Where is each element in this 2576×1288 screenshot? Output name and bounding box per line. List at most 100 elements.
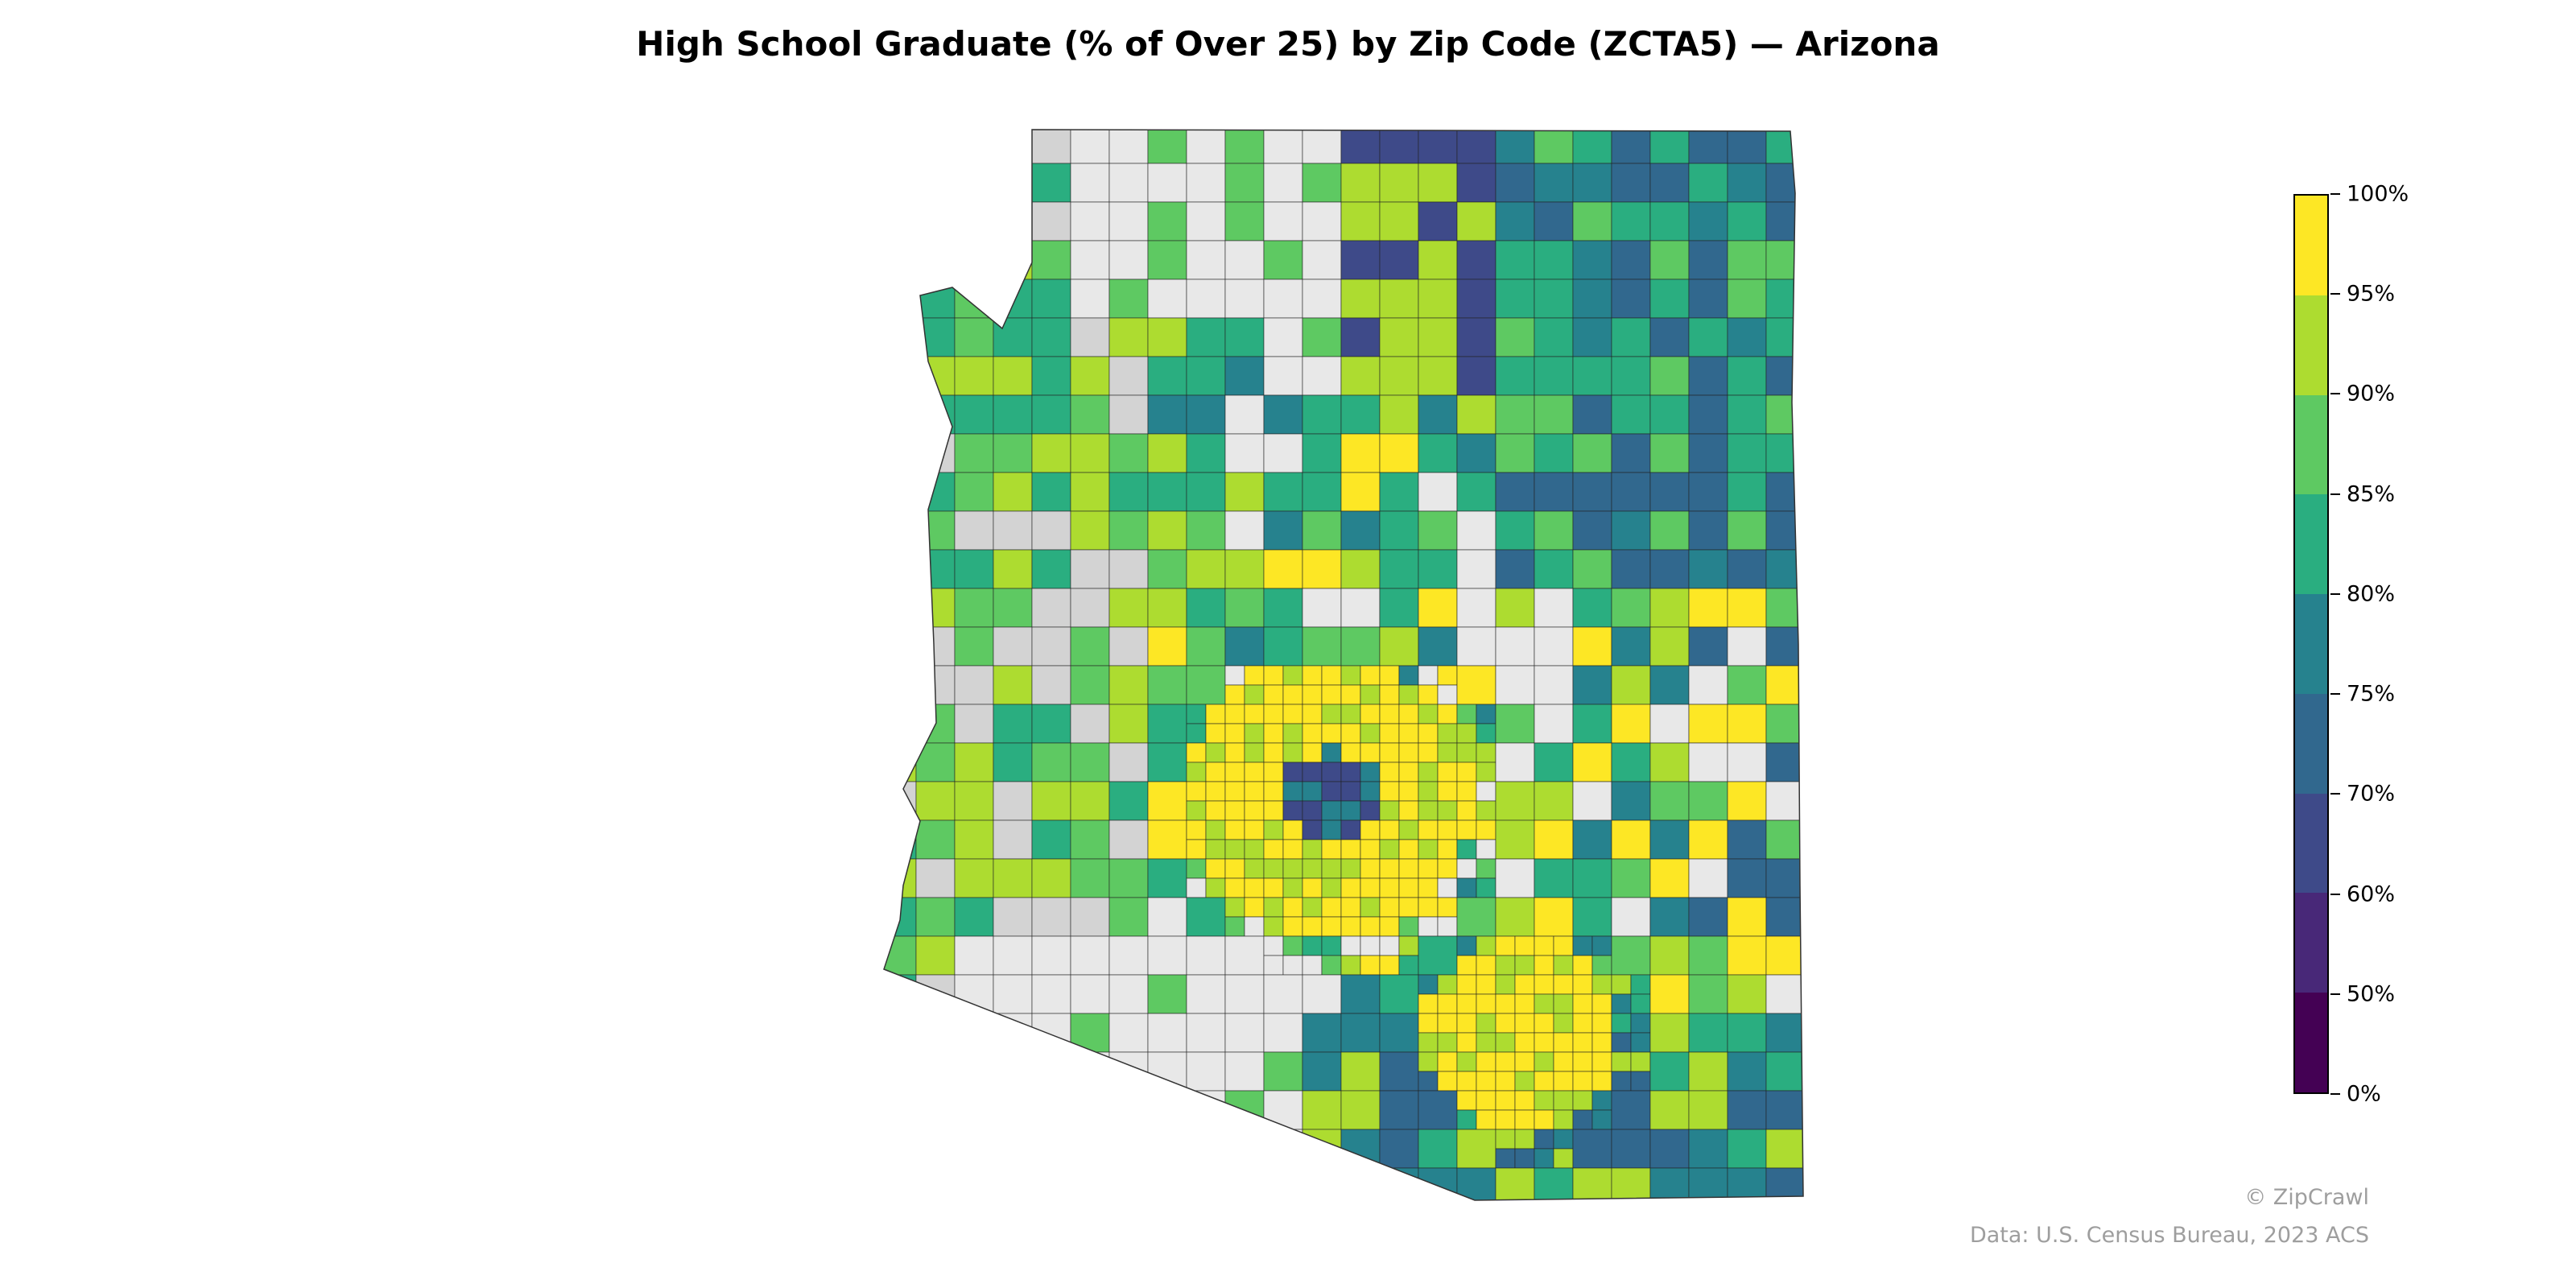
zcta-region <box>1302 877 1323 898</box>
zcta-region <box>1611 1051 1632 1072</box>
zcta-region <box>1649 240 1690 280</box>
zcta-region <box>1437 1032 1458 1053</box>
zcta-region <box>1302 665 1323 686</box>
zcta-region <box>1456 1167 1496 1200</box>
zcta-region <box>1418 800 1439 821</box>
zcta-region <box>1108 510 1149 551</box>
zcta-region <box>1418 916 1439 937</box>
zcta-region <box>1070 201 1110 242</box>
colorbar-tick-label: 60% <box>2347 881 2396 907</box>
zcta-region <box>1591 974 1612 995</box>
zcta-region <box>1534 317 1574 357</box>
zcta-region <box>954 201 994 242</box>
zcta-region <box>1572 240 1612 280</box>
zcta-region <box>1302 955 1323 976</box>
zcta-region <box>1572 1013 1593 1034</box>
zcta-region <box>1224 1129 1265 1169</box>
zcta-region <box>1186 723 1207 744</box>
zcta-region <box>1186 665 1226 705</box>
zcta-region <box>1611 665 1651 705</box>
zcta-region <box>1765 1167 1803 1200</box>
zcta-region <box>1805 704 1843 743</box>
zcta-region <box>1186 588 1226 628</box>
zcta-region <box>1360 858 1381 879</box>
zcta-region <box>1572 704 1612 744</box>
zcta-region <box>1476 1109 1496 1130</box>
zcta-region <box>1649 1129 1690 1169</box>
zcta-region <box>1649 897 1690 937</box>
zcta-region <box>1514 1129 1535 1150</box>
zcta-region <box>1321 742 1342 763</box>
zcta-region <box>1765 317 1803 357</box>
zcta-region <box>1418 549 1458 589</box>
zcta-region <box>915 819 956 860</box>
state-outline <box>883 129 1804 1201</box>
zcta-region <box>1418 1032 1439 1053</box>
zcta-region <box>1263 684 1284 705</box>
zcta-region <box>1418 974 1439 995</box>
zcta-region <box>1263 897 1284 918</box>
zcta-region <box>1456 130 1496 164</box>
zcta-region <box>1109 1207 1148 1245</box>
zcta-region <box>1630 993 1651 1014</box>
zcta-region <box>1263 394 1303 435</box>
zcta-region <box>1321 935 1342 956</box>
zcta-region <box>1591 955 1612 976</box>
zcta-region <box>1418 356 1458 396</box>
zcta-region <box>1321 704 1342 724</box>
zcta-region <box>1649 472 1690 512</box>
zcta-region <box>1302 704 1323 724</box>
zcta-region <box>1437 684 1458 705</box>
zcta-region <box>1398 742 1419 763</box>
colorbar-tick-label: 75% <box>2347 681 2396 707</box>
zcta-region <box>1476 1090 1496 1111</box>
zcta-region <box>1476 1013 1496 1034</box>
zcta-region <box>1495 130 1535 164</box>
zcta-region <box>1495 1167 1535 1200</box>
zcta-region <box>954 858 994 898</box>
zcta-region <box>1147 394 1187 435</box>
zcta-region <box>1340 839 1361 860</box>
zcta-region <box>1689 1207 1728 1245</box>
zcta-region <box>1302 1207 1341 1245</box>
zcta-region <box>1108 704 1149 744</box>
zcta-region <box>1495 935 1516 956</box>
zcta-region <box>1766 1207 1805 1245</box>
zcta-region <box>1031 665 1071 705</box>
zcta-region <box>954 317 994 357</box>
zcta-region <box>1108 394 1149 435</box>
zcta-region <box>1456 800 1477 821</box>
zcta-region <box>1205 781 1226 802</box>
zcta-region <box>993 935 1033 976</box>
zcta-region <box>1534 130 1574 164</box>
zcta-region <box>1514 955 1535 976</box>
zcta-region <box>1108 858 1149 898</box>
zcta-region <box>1765 201 1803 242</box>
zcta-region <box>1611 394 1651 435</box>
zcta-region <box>1476 858 1496 879</box>
zcta-region <box>1456 1129 1496 1169</box>
zcta-region <box>1070 742 1110 782</box>
zcta-region <box>1456 974 1477 995</box>
zcta-region <box>1572 1129 1612 1169</box>
zcta-region <box>1379 201 1419 242</box>
zcta-region <box>1031 819 1071 860</box>
zcta-region <box>1727 974 1767 1014</box>
zcta-region <box>1031 1013 1071 1053</box>
zcta-region <box>1476 704 1496 724</box>
zcta-region <box>1147 240 1187 280</box>
zcta-region <box>1398 897 1419 918</box>
zcta-region <box>1553 1032 1574 1053</box>
zcta-region <box>1224 626 1265 667</box>
zcta-region <box>1553 1071 1574 1092</box>
zcta-region <box>1031 549 1071 589</box>
zcta-region <box>1031 974 1071 1014</box>
zcta-region <box>1360 742 1381 763</box>
zcta-region <box>884 433 917 473</box>
zcta-region <box>1263 549 1303 589</box>
zcta-region <box>1321 916 1342 937</box>
zcta-region <box>1456 993 1477 1014</box>
zcta-region <box>1379 433 1419 473</box>
zcta-region <box>1147 935 1187 976</box>
zcta-region <box>1437 839 1458 860</box>
